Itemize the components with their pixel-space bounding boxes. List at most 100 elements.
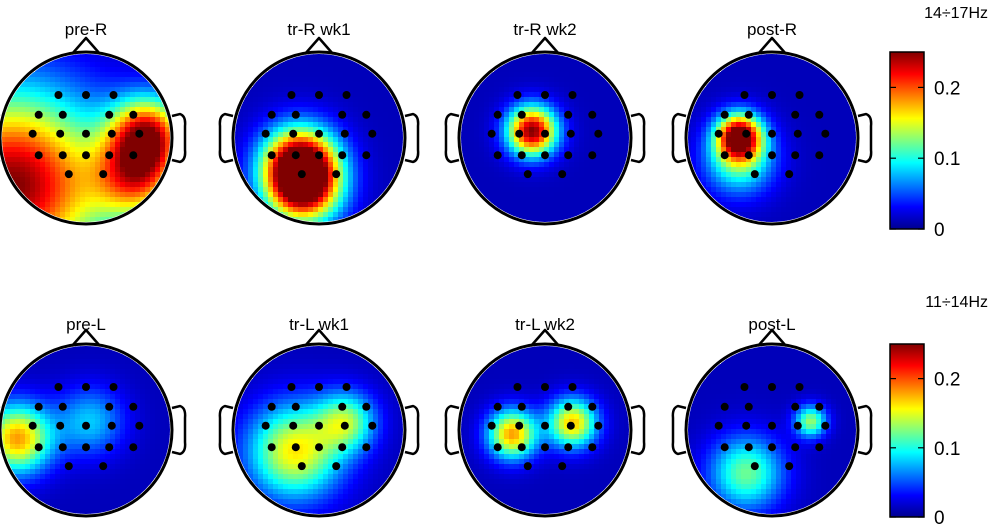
- electrode-dot: [82, 151, 90, 160]
- right-ear-outline: [404, 112, 420, 164]
- electrode-dot: [785, 170, 794, 179]
- electrode-dot: [107, 129, 116, 138]
- electrode-dot: [750, 170, 759, 179]
- electrode-dot: [793, 129, 802, 138]
- electrode-dot: [517, 110, 526, 119]
- electrode-dot: [34, 151, 43, 160]
- electrode-dot: [742, 129, 751, 138]
- electrode-dot: [291, 443, 300, 452]
- electrode-dot: [129, 151, 138, 160]
- frequency-band-label: 14÷17Hz: [924, 5, 988, 22]
- electrode-dot: [291, 402, 300, 411]
- electrode-dot: [487, 129, 496, 138]
- electrode-dot: [793, 421, 802, 430]
- left-ear-outline: [218, 404, 234, 456]
- electrode-dot: [515, 129, 524, 138]
- electrode-dot: [744, 151, 753, 160]
- electrode-dot: [541, 129, 549, 138]
- electrode-dot: [588, 151, 597, 160]
- electrode-dot: [564, 443, 573, 452]
- electrode-dot: [744, 402, 753, 411]
- colorbar-tick-label: 0.1: [934, 439, 960, 460]
- electrode-dot: [291, 110, 300, 119]
- right-ear-outline: [171, 112, 187, 164]
- electrode-dot: [791, 110, 800, 119]
- colorbar-14÷17Hz: 0 0.1 0.2 14÷17Hz: [889, 5, 988, 241]
- electrode-dot: [135, 129, 144, 138]
- electrode-dot: [34, 110, 43, 119]
- electrode-dot: [289, 421, 298, 430]
- electrode-dot: [82, 443, 90, 452]
- electrode-dot: [795, 91, 804, 99]
- electrode-dot: [287, 383, 296, 391]
- electrode-dot: [566, 421, 575, 430]
- electrode-dot: [64, 462, 73, 471]
- electrode-dot: [54, 383, 63, 391]
- nose-outline: [304, 36, 334, 55]
- topomap-tr-R wk2: tr-R wk2: [444, 20, 646, 226]
- map-title: pre-L: [66, 315, 106, 334]
- electrode-dot: [564, 402, 573, 411]
- electrode-dot: [785, 462, 794, 471]
- colorbars: 0 0.1 0.2 14÷17Hz 0 0.1 0.2 11÷14Hz: [889, 5, 988, 529]
- electrode-dot: [315, 129, 323, 138]
- electrode-dot: [135, 421, 144, 430]
- electrode-dot: [109, 91, 118, 99]
- electrode-dot: [105, 402, 114, 411]
- left-ear-outline: [218, 112, 234, 164]
- head-outline: [684, 50, 860, 226]
- electrode-dot: [513, 383, 522, 391]
- electrode-dot: [332, 170, 341, 179]
- head-outline: [457, 342, 633, 518]
- right-ear-outline: [857, 404, 873, 456]
- head-outline: [0, 50, 174, 226]
- electrode-dot: [58, 402, 67, 411]
- electrode-dot: [564, 110, 573, 119]
- electrode-dot: [568, 91, 577, 99]
- map-title: tr-L wk1: [289, 315, 349, 334]
- electrode-dot: [368, 421, 377, 430]
- map-title: post-L: [748, 315, 795, 334]
- electrode-dot: [315, 151, 323, 160]
- colorbar-tick-label: 0.2: [934, 78, 960, 99]
- electrode-dot: [744, 110, 753, 119]
- electrode-dot: [368, 129, 377, 138]
- topomap-tr-L wk1: tr-L wk1: [218, 315, 420, 518]
- topomap-pre-R: pre-R: [0, 20, 187, 226]
- nose-outline: [71, 328, 101, 347]
- topomap-tr-R wk1: tr-R wk1: [218, 20, 420, 226]
- electrode-dot: [768, 129, 776, 138]
- electrode-dot: [791, 402, 800, 411]
- colorbar-tick-label: 0: [934, 508, 945, 529]
- electrode-dot: [338, 110, 347, 119]
- electrode-dot: [720, 151, 729, 160]
- electrode-dot: [28, 129, 37, 138]
- electrode-dot: [82, 383, 90, 391]
- colorbar-gradient: [889, 343, 925, 518]
- heat-field: [461, 346, 629, 514]
- electrode-dot: [815, 402, 824, 411]
- electrode-dot: [267, 443, 276, 452]
- electrode-dot: [564, 151, 573, 160]
- electrode-dot: [523, 462, 532, 471]
- electrode-dot: [129, 402, 138, 411]
- electrode-dot: [493, 151, 502, 160]
- electrode-dot: [714, 421, 723, 430]
- electrode-dot: [821, 129, 830, 138]
- heat-field: [688, 54, 856, 222]
- nose-outline: [530, 36, 560, 55]
- left-ear-outline: [444, 112, 460, 164]
- electrode-dot: [588, 443, 597, 452]
- electrode-dot: [28, 421, 37, 430]
- colorbar-11÷14Hz: 0 0.1 0.2 11÷14Hz: [889, 294, 988, 529]
- electrode-dot: [34, 443, 43, 452]
- head-outline: [231, 50, 407, 226]
- electrode-dot: [513, 91, 522, 99]
- heat-field: [688, 346, 856, 514]
- electrode-dot: [720, 110, 729, 119]
- topomap-post-L: post-L: [671, 315, 873, 518]
- electrode-dot: [338, 443, 347, 452]
- electrode-dot: [720, 443, 729, 452]
- head-outline: [231, 342, 407, 518]
